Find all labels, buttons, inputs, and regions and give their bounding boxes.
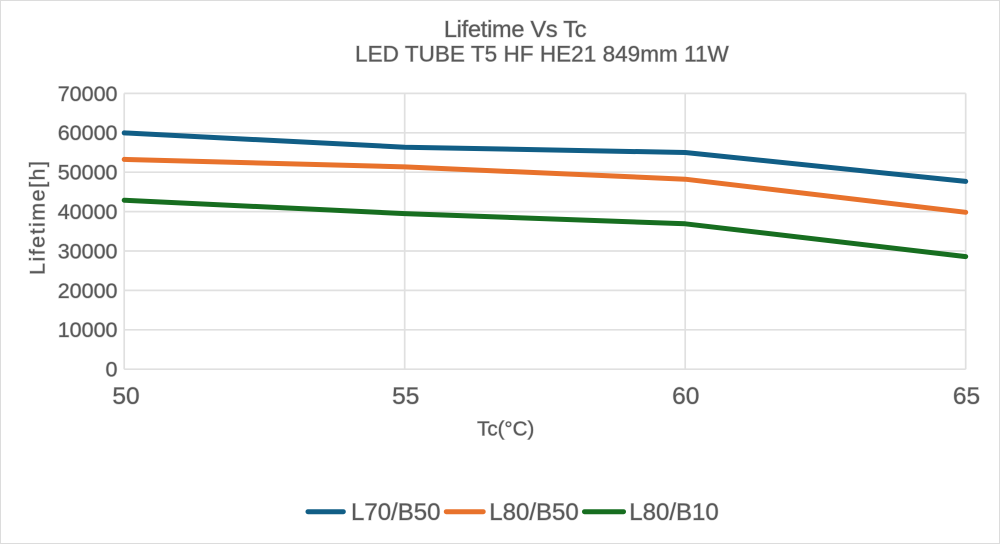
svg-text:60000: 60000 <box>58 121 118 145</box>
svg-text:10000: 10000 <box>58 318 118 342</box>
svg-text:L70/B50: L70/B50 <box>351 499 440 526</box>
svg-text:70000: 70000 <box>58 82 118 106</box>
svg-text:20000: 20000 <box>58 279 118 303</box>
svg-text:Lifetime Vs Tc: Lifetime Vs Tc <box>444 16 587 42</box>
svg-text:Lifetime[h]: Lifetime[h] <box>26 161 50 275</box>
svg-text:L80/B50: L80/B50 <box>489 499 578 526</box>
svg-text:55: 55 <box>392 383 419 410</box>
svg-text:50000: 50000 <box>58 161 118 185</box>
svg-text:60: 60 <box>672 383 699 410</box>
svg-text:0: 0 <box>106 357 118 381</box>
svg-text:Tc(°C): Tc(°C) <box>477 417 534 440</box>
svg-text:65: 65 <box>953 383 980 410</box>
svg-text:L80/B10: L80/B10 <box>629 499 718 526</box>
svg-text:40000: 40000 <box>58 200 118 224</box>
svg-text:LED TUBE T5 HF HE21 849mm 11W: LED TUBE T5 HF HE21 849mm 11W <box>355 41 729 66</box>
svg-text:50: 50 <box>112 383 139 410</box>
svg-text:30000: 30000 <box>58 239 118 263</box>
